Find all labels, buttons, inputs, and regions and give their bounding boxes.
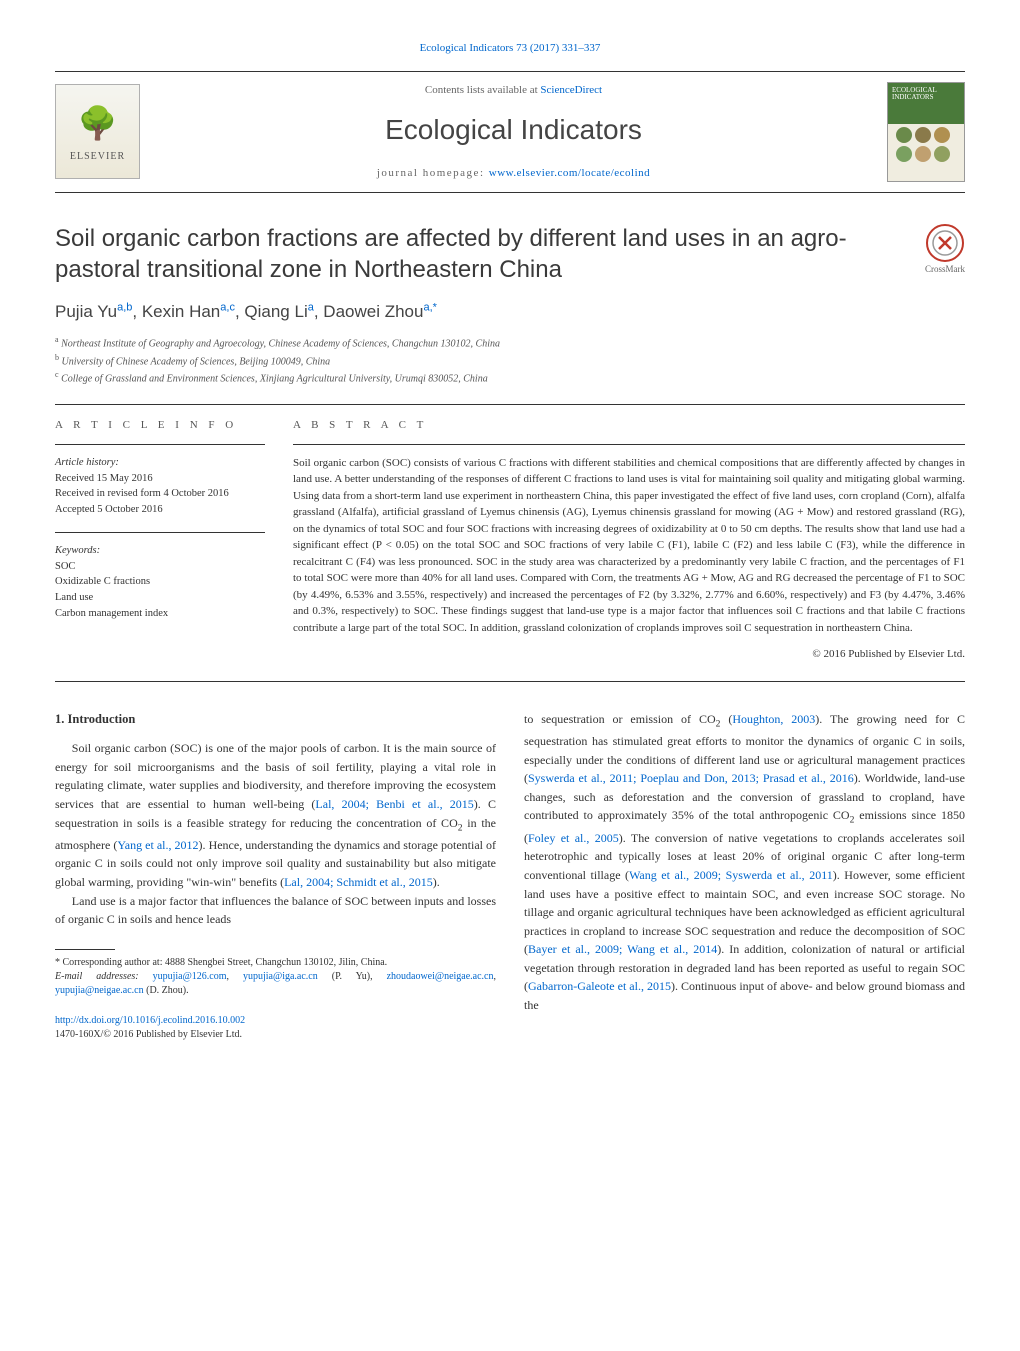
section-head: 1. Introduction xyxy=(55,710,496,729)
citation-link[interactable]: Foley et al., 2005 xyxy=(528,831,619,845)
rule-abstract xyxy=(293,444,965,445)
homepage-line: journal homepage: www.elsevier.com/locat… xyxy=(152,165,875,182)
abstract-text: Soil organic carbon (SOC) consists of va… xyxy=(293,455,965,637)
journal-title: Ecological Indicators xyxy=(152,109,875,151)
article-title: Soil organic carbon fractions are affect… xyxy=(55,223,925,285)
history-head: Article history: xyxy=(55,455,265,471)
rule-below-header xyxy=(55,192,965,193)
crossmark-icon xyxy=(925,223,965,263)
article-info: a r t i c l e i n f o Article history: R… xyxy=(55,417,265,663)
issn-line: 1470-160X/© 2016 Published by Elsevier L… xyxy=(55,1029,242,1040)
rule-info-2 xyxy=(55,532,265,533)
rule-below-abstract xyxy=(55,681,965,682)
affiliation-line: a Northeast Institute of Geography and A… xyxy=(55,334,965,351)
history-line: Received in revised form 4 October 2016 xyxy=(55,486,265,502)
email-link[interactable]: zhoudaowei@neigae.ac.cn xyxy=(387,971,494,982)
corr-line: * Corresponding author at: 4888 Shengbei… xyxy=(55,956,496,970)
corresponding-author-footnote: * Corresponding author at: 4888 Shengbei… xyxy=(55,956,496,998)
elsevier-logo: 🌳 ELSEVIER xyxy=(55,84,140,179)
history-line: Accepted 5 October 2016 xyxy=(55,502,265,518)
affiliations: a Northeast Institute of Geography and A… xyxy=(55,334,965,386)
crossmark-label: CrossMark xyxy=(925,263,965,277)
citation-link[interactable]: Bayer et al., 2009; Wang et al., 2014 xyxy=(528,942,717,956)
doi-block: http://dx.doi.org/10.1016/j.ecolind.2016… xyxy=(55,1014,496,1042)
email-label: E-mail addresses: xyxy=(55,971,153,982)
keyword: Oxidizable C fractions xyxy=(55,574,265,590)
body-paragraph: Land use is a major factor that influenc… xyxy=(55,892,496,929)
email-link[interactable]: yupujia@neigae.ac.cn xyxy=(55,985,144,996)
article-info-head: a r t i c l e i n f o xyxy=(55,417,265,434)
elsevier-tree-icon: 🌳 xyxy=(78,99,118,147)
citation-link[interactable]: Yang et al., 2012 xyxy=(117,838,198,852)
rule-info-1 xyxy=(55,444,265,445)
body-paragraph: Soil organic carbon (SOC) is one of the … xyxy=(55,739,496,891)
keyword: Land use xyxy=(55,590,265,606)
homepage-link[interactable]: www.elsevier.com/locate/ecolind xyxy=(489,167,650,179)
citation-link[interactable]: Lal, 2004; Schmidt et al., 2015 xyxy=(284,875,433,889)
column-right: to sequestration or emission of CO2 (Hou… xyxy=(524,710,965,1042)
footnote-rule xyxy=(55,949,115,950)
abstract: a b s t r a c t Soil organic carbon (SOC… xyxy=(293,417,965,663)
keyword: SOC xyxy=(55,559,265,575)
body-paragraph: to sequestration or emission of CO2 (Hou… xyxy=(524,710,965,1015)
citation-line: Ecological Indicators 73 (2017) 331–337 xyxy=(55,40,965,57)
crossmark-badge[interactable]: CrossMark xyxy=(925,223,965,277)
cover-circles xyxy=(896,127,956,162)
keyword: Carbon management index xyxy=(55,606,265,622)
cover-title: ECOLOGICAL INDICATORS xyxy=(892,87,960,102)
history-line: Received 15 May 2016 xyxy=(55,471,265,487)
doi-link[interactable]: http://dx.doi.org/10.1016/j.ecolind.2016… xyxy=(55,1015,245,1026)
affiliation-line: b University of Chinese Academy of Scien… xyxy=(55,352,965,369)
affiliation-line: c College of Grassland and Environment S… xyxy=(55,369,965,386)
publisher-header: 🌳 ELSEVIER Contents lists available at S… xyxy=(55,82,965,182)
rule-top xyxy=(55,71,965,72)
email-link[interactable]: yupujia@126.com xyxy=(153,971,227,982)
contents-line: Contents lists available at ScienceDirec… xyxy=(152,82,875,99)
email-line: E-mail addresses: yupujia@126.com, yupuj… xyxy=(55,970,496,998)
abstract-copyright: © 2016 Published by Elsevier Ltd. xyxy=(293,646,965,663)
keywords-head: Keywords: xyxy=(55,543,265,559)
authors: Pujia Yua,b, Kexin Hana,c, Qiang Lia, Da… xyxy=(55,299,965,325)
contents-prefix: Contents lists available at xyxy=(425,84,540,96)
rule-above-abstract xyxy=(55,404,965,405)
citation-link[interactable]: Syswerda et al., 2011; Poeplau and Don, … xyxy=(528,771,854,785)
abstract-head: a b s t r a c t xyxy=(293,417,965,434)
sciencedirect-link[interactable]: ScienceDirect xyxy=(540,84,602,96)
citation-link[interactable]: Houghton, 2003 xyxy=(732,712,815,726)
homepage-prefix: journal homepage: xyxy=(377,167,489,179)
citation-link[interactable]: Wang et al., 2009; Syswerda et al., 2011 xyxy=(629,868,833,882)
elsevier-label: ELSEVIER xyxy=(70,149,125,164)
journal-cover-thumb: ECOLOGICAL INDICATORS xyxy=(887,82,965,182)
citation-link[interactable]: Ecological Indicators 73 (2017) 331–337 xyxy=(420,42,601,54)
body-columns: 1. Introduction Soil organic carbon (SOC… xyxy=(55,710,965,1042)
column-left: 1. Introduction Soil organic carbon (SOC… xyxy=(55,710,496,1042)
citation-link[interactable]: Gabarron-Galeote et al., 2015 xyxy=(528,979,671,993)
email-link[interactable]: yupujia@iga.ac.cn xyxy=(243,971,318,982)
citation-link[interactable]: Lal, 2004; Benbi et al., 2015 xyxy=(315,797,473,811)
